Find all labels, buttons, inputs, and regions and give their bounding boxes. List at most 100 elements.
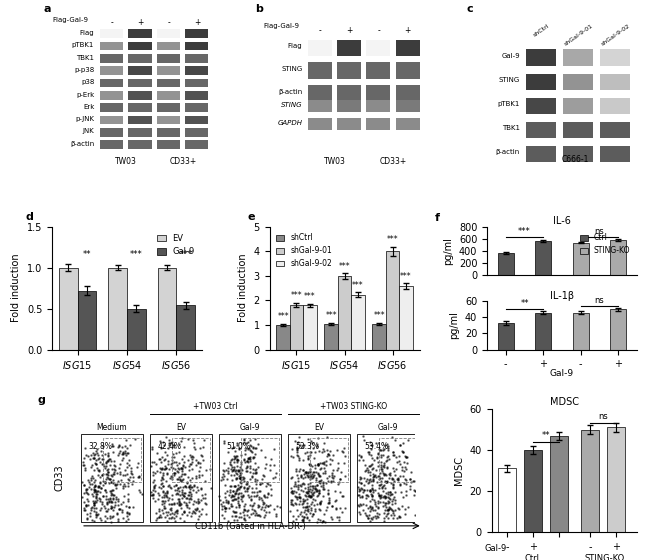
Point bbox=[174, 501, 185, 510]
Point bbox=[380, 505, 391, 514]
Point bbox=[299, 440, 309, 449]
Point bbox=[245, 455, 255, 464]
Point bbox=[385, 504, 395, 513]
Point bbox=[254, 463, 264, 472]
Point bbox=[332, 446, 342, 455]
Point bbox=[321, 506, 332, 515]
Point bbox=[181, 493, 191, 502]
Point bbox=[79, 480, 89, 489]
Point bbox=[231, 455, 242, 464]
Point bbox=[242, 485, 252, 494]
Point bbox=[323, 489, 333, 498]
Point bbox=[304, 485, 315, 494]
Point bbox=[314, 477, 324, 486]
Text: 52.3%: 52.3% bbox=[296, 442, 320, 451]
Point bbox=[330, 472, 340, 480]
Point bbox=[187, 451, 197, 460]
Point bbox=[359, 467, 370, 476]
Point bbox=[227, 455, 237, 464]
Point bbox=[164, 482, 175, 491]
Text: Erk: Erk bbox=[83, 104, 94, 110]
Legend: shCtrl, shGal-9-01, shGal-9-02: shCtrl, shGal-9-01, shGal-9-02 bbox=[273, 230, 335, 271]
Point bbox=[183, 455, 194, 464]
Point bbox=[385, 494, 395, 503]
Point bbox=[300, 483, 310, 492]
Point bbox=[124, 508, 134, 517]
Point bbox=[178, 461, 188, 470]
Point bbox=[246, 494, 256, 503]
Point bbox=[318, 445, 328, 454]
Point bbox=[337, 492, 347, 501]
Point bbox=[243, 484, 254, 493]
Point bbox=[263, 501, 273, 510]
Point bbox=[367, 476, 378, 485]
Point bbox=[94, 481, 104, 490]
Point bbox=[242, 480, 253, 489]
Point bbox=[164, 439, 174, 448]
Point bbox=[227, 491, 237, 500]
Point bbox=[408, 477, 419, 486]
Point bbox=[314, 472, 324, 480]
Point bbox=[410, 510, 420, 519]
Point bbox=[304, 474, 315, 483]
FancyBboxPatch shape bbox=[308, 63, 332, 79]
Point bbox=[90, 497, 101, 506]
Point bbox=[306, 474, 317, 483]
Point bbox=[377, 467, 387, 476]
Point bbox=[113, 449, 124, 458]
Point bbox=[219, 436, 229, 445]
Point bbox=[83, 482, 94, 491]
Point bbox=[389, 493, 399, 502]
Text: p-JNK: p-JNK bbox=[75, 116, 94, 122]
Point bbox=[99, 478, 110, 487]
Point bbox=[240, 450, 250, 459]
Point bbox=[236, 512, 246, 521]
Point bbox=[105, 487, 115, 496]
Point bbox=[158, 437, 168, 446]
Point bbox=[121, 435, 131, 444]
Point bbox=[157, 464, 167, 473]
Point bbox=[172, 463, 183, 472]
Point bbox=[381, 512, 391, 521]
Point bbox=[302, 488, 312, 497]
Point bbox=[328, 466, 338, 475]
Point bbox=[378, 470, 389, 479]
Point bbox=[103, 494, 113, 503]
Point bbox=[109, 461, 120, 470]
Point bbox=[383, 490, 393, 499]
Point bbox=[312, 434, 322, 443]
Point bbox=[268, 445, 279, 454]
Point bbox=[376, 491, 387, 500]
Point bbox=[219, 514, 229, 522]
Point bbox=[176, 486, 187, 494]
Point bbox=[363, 492, 373, 501]
Point bbox=[382, 510, 392, 519]
Point bbox=[154, 454, 164, 463]
Point bbox=[155, 467, 165, 476]
Point bbox=[361, 474, 372, 483]
Point bbox=[107, 513, 118, 522]
Point bbox=[307, 470, 317, 479]
Point bbox=[137, 490, 148, 499]
Point bbox=[286, 497, 296, 506]
Point bbox=[92, 510, 102, 519]
Point bbox=[103, 498, 114, 507]
Point bbox=[396, 488, 406, 497]
Point bbox=[180, 482, 190, 491]
Point bbox=[384, 505, 394, 514]
Point bbox=[372, 477, 382, 486]
Point bbox=[307, 471, 318, 480]
Point bbox=[363, 478, 374, 487]
Point bbox=[223, 497, 233, 506]
Text: p-p38: p-p38 bbox=[74, 67, 94, 73]
Point bbox=[148, 470, 158, 479]
FancyBboxPatch shape bbox=[100, 103, 123, 112]
Point bbox=[90, 489, 101, 498]
Text: β-actin: β-actin bbox=[70, 141, 94, 147]
Text: ns: ns bbox=[599, 412, 608, 421]
Point bbox=[179, 463, 190, 472]
Point bbox=[186, 494, 196, 503]
Point bbox=[235, 468, 246, 477]
Point bbox=[257, 475, 267, 484]
Point bbox=[107, 517, 117, 526]
